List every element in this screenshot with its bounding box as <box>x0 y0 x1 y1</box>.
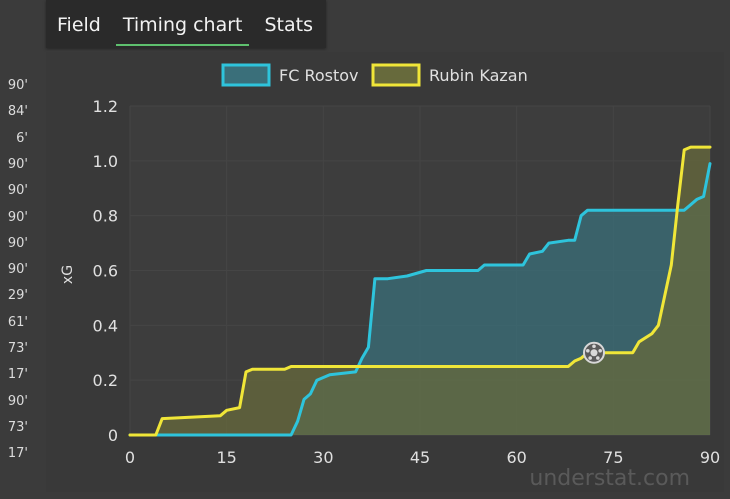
legend-swatch <box>221 63 271 87</box>
ball-icon-patch <box>592 344 596 349</box>
tab-field[interactable]: Field <box>57 14 101 36</box>
y-tick-label: 0.6 <box>93 262 118 281</box>
y-tick-label: 0 <box>108 426 118 445</box>
x-tick-label: 90 <box>700 448 720 467</box>
y-axis-label: xG <box>60 265 76 284</box>
y-tick-label: 0.8 <box>93 207 118 226</box>
y-tick-label: 0.2 <box>93 371 118 390</box>
minute-label: 90' <box>7 78 28 93</box>
minute-label: 73' <box>7 419 28 435</box>
minute-label: 84' <box>7 104 28 120</box>
minute-label: 17' <box>7 446 28 462</box>
minute-label: 29' <box>7 288 28 304</box>
x-tick-label: 0 <box>125 448 135 467</box>
ball-icon-patch <box>586 348 590 353</box>
tab-stats[interactable]: Stats <box>264 14 313 36</box>
legend-label: Rubin Kazan <box>429 66 528 85</box>
ball-icon-patch <box>598 348 602 353</box>
legend-label: FC Rostov <box>279 66 359 85</box>
minute-label: 61' <box>7 314 28 330</box>
minute-list: 90' 84' 6' 90' 90' 90' 90' 90' 29' 61' 73' 17' 90' 73… <box>0 78 36 478</box>
tab-bar: Field Timing chart Stats <box>46 0 326 48</box>
y-tick-label: 1.2 <box>93 97 118 116</box>
x-tick-label: 45 <box>410 448 430 467</box>
minute-label: 90' <box>7 183 28 199</box>
series-line <box>128 162 712 437</box>
legend-swatch <box>371 63 421 87</box>
tab-timing-chart[interactable]: Timing chart <box>112 0 254 48</box>
minute-label: 90' <box>7 235 28 251</box>
minute-label: 90' <box>7 262 28 278</box>
series-line <box>128 145 712 437</box>
watermark: understat.com <box>529 466 690 491</box>
ball-icon-center <box>590 349 598 357</box>
ball-icon-patch <box>588 356 592 360</box>
y-tick-label: 0.4 <box>93 316 118 335</box>
chart-panel: 0 0.2 0.4 0.6 0.8 1.0 1.2 0 15 30 45 60 75 90 xG FC Ros… <box>46 52 724 492</box>
minute-label: 90' <box>7 209 28 225</box>
ball-icon-patch <box>596 356 600 360</box>
minute-label: 17' <box>7 367 28 383</box>
minute-label: 6' <box>16 130 28 146</box>
minute-label: 73' <box>7 341 28 356</box>
y-tick-label: 1.0 <box>93 152 118 171</box>
x-tick-label: 60 <box>506 448 526 467</box>
x-tick-label: 30 <box>313 448 333 467</box>
x-tick-label: 15 <box>216 448 236 467</box>
series-area <box>130 147 710 435</box>
x-tick-label: 75 <box>603 448 623 467</box>
xg-timing-chart: 0 0.2 0.4 0.6 0.8 1.0 1.2 0 15 30 45 60 75 90 xG FC Ros… <box>60 63 720 491</box>
minute-label: 90' <box>7 393 28 409</box>
minute-label: 90' <box>7 156 28 172</box>
